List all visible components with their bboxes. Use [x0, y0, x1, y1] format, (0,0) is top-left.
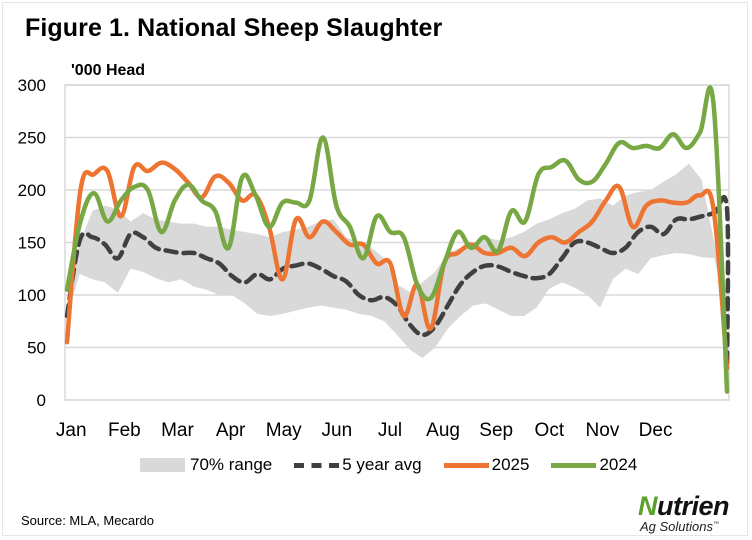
x-tick-label-apr: Apr [216, 420, 246, 441]
logo-tagline: Ag Solutions™ [640, 519, 746, 534]
logo-tm: ™ [713, 521, 719, 528]
x-tick-label-dec: Dec [639, 420, 673, 441]
x-tick-label-oct: Oct [535, 420, 565, 441]
y-tick-label: 50 [27, 339, 46, 358]
legend-label-2025: 2025 [491, 455, 530, 474]
avg-line-layer [64, 195, 731, 371]
figure-title: Figure 1. National Sheep Slaughter [25, 14, 443, 42]
legend-label-2024: 2024 [599, 455, 638, 474]
series-line-2025 [64, 160, 730, 371]
plot-border [64, 84, 730, 401]
range-band-layer [67, 163, 727, 358]
y-tick-label: 100 [18, 286, 46, 305]
y-tick-label: 200 [18, 181, 46, 200]
x-tick-label-feb: Feb [108, 420, 141, 441]
x-tick-label-nov: Nov [586, 420, 620, 441]
source-note: Source: MLA, Mecardo [21, 513, 154, 528]
axis-layer: 0 50 100 150 200 250 300 Jan Feb Mar Apr May Jun Jul A… [18, 76, 673, 441]
legend-swatch-range [140, 458, 185, 472]
series-5-year-avg-line [64, 195, 731, 371]
legend-item-2025: 2025 [443, 455, 530, 475]
y-tick-label: 300 [18, 76, 46, 95]
legend-item-range: 70% range [140, 455, 272, 475]
legend-item-avg: 5 year avg [294, 455, 422, 475]
legend-label-range: 70% range [190, 455, 273, 474]
legend-item-2024: 2024 [551, 455, 637, 475]
logo-leaf-n: N [638, 491, 658, 521]
x-tick-label-mar: Mar [161, 420, 194, 441]
x-tick-label-sep: Sep [479, 420, 513, 441]
x-tick-label-jul: Jul [378, 420, 402, 441]
logo-tagline-text: Ag Solutions [640, 519, 713, 534]
legend-swatch-avg [294, 462, 340, 468]
legend-swatch-2024 [551, 462, 597, 468]
legend: 70% range 5 year avg 2025 2024 [140, 450, 659, 480]
x-tick-label-jan: Jan [56, 420, 87, 441]
series-line-2024 [64, 85, 730, 394]
x-tick-label-may: May [266, 420, 302, 441]
logo-wordmark-rest: utrien [657, 491, 730, 521]
series-line-layer [64, 85, 730, 394]
y-tick-label: 0 [37, 391, 46, 410]
y-tick-label: 150 [18, 234, 46, 253]
legend-label-avg: 5 year avg [342, 455, 422, 474]
y-axis-unit-label: '000 Head [71, 62, 146, 79]
x-tick-label-jun: Jun [322, 420, 353, 441]
x-tick-label-aug: Aug [426, 420, 460, 441]
y-tick-label: 250 [18, 129, 46, 148]
legend-swatch-2025 [443, 462, 489, 468]
series-70pct-range-band [67, 163, 727, 358]
